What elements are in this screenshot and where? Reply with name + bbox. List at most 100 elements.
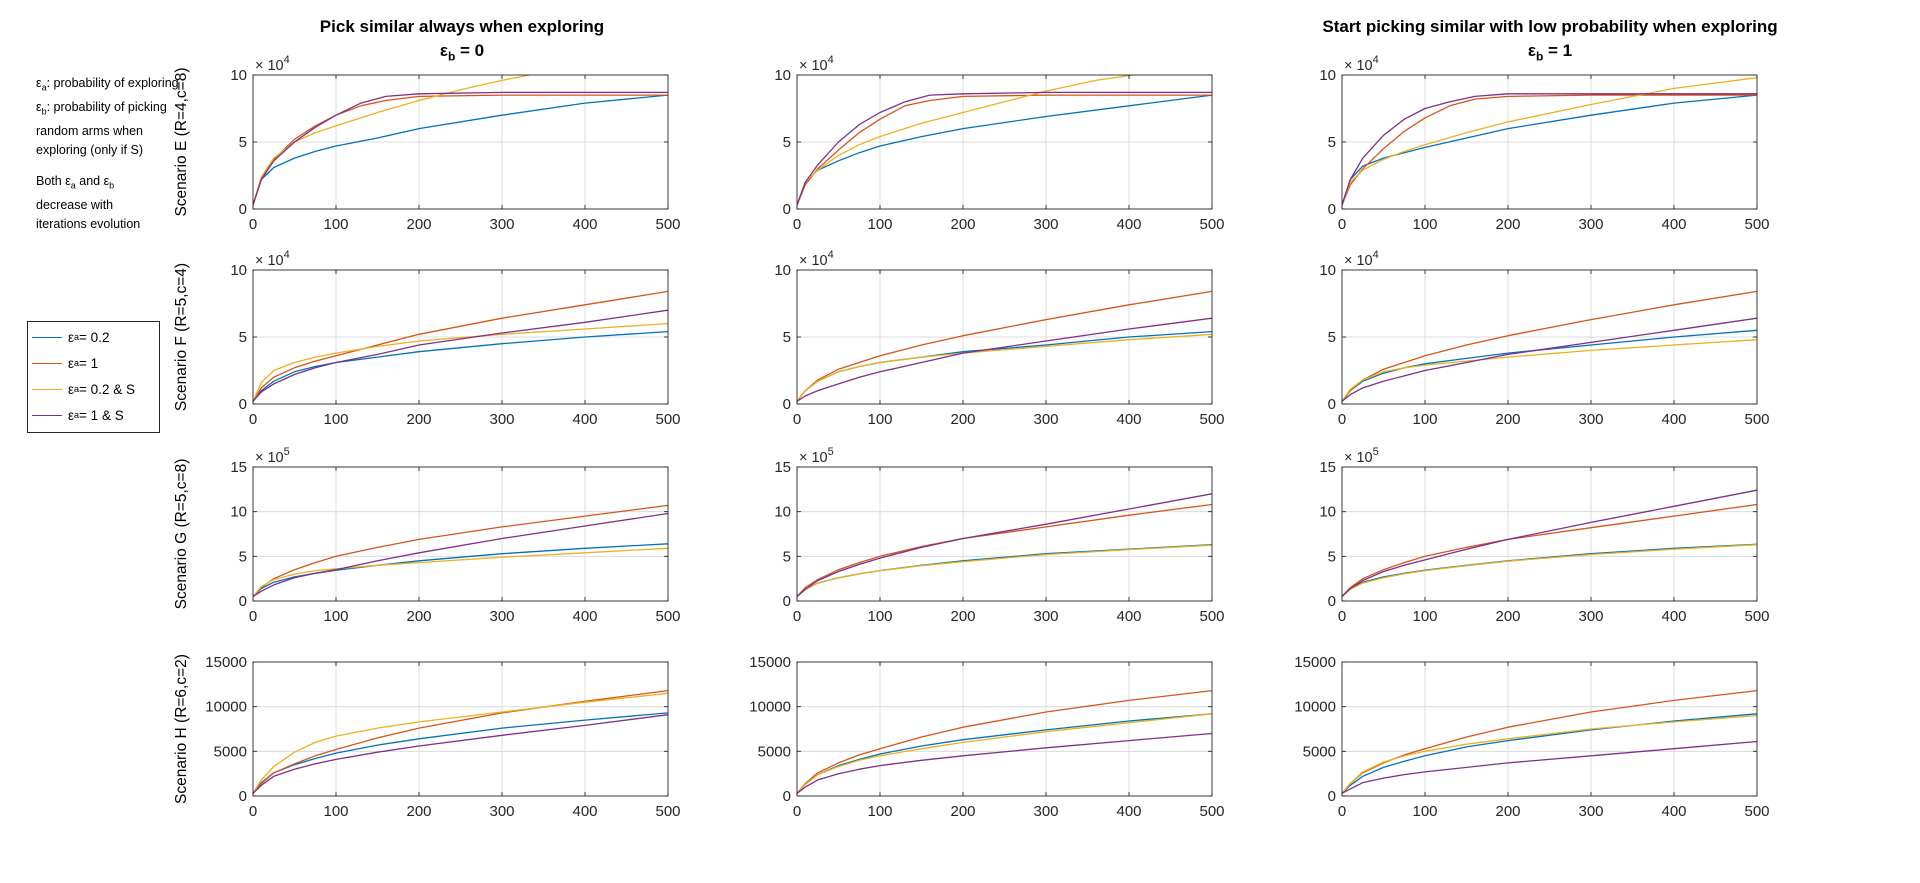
x-tick-label: 100 (323, 411, 348, 428)
x-tick-label: 100 (323, 608, 348, 625)
axes-box (796, 466, 1213, 602)
series-line (253, 309, 668, 402)
y-tick-label: 5 (1328, 134, 1336, 151)
series-group (797, 290, 1212, 402)
y-tick-label: 5 (239, 329, 247, 346)
y-tick-label: 5 (239, 548, 247, 565)
legend-subscript: a (74, 410, 80, 420)
subplot: 0 100 200 300 400 500 0 5 10 × 104 (1319, 249, 1769, 428)
y-tick-label: 5000 (1303, 743, 1336, 760)
y-exponent-power: 4 (1373, 249, 1379, 261)
y-tick-label: 10 (230, 67, 247, 84)
y-tick-label: 10 (774, 67, 791, 84)
axes-box (1341, 466, 1758, 602)
x-tick-label: 500 (1199, 411, 1224, 428)
series-line (1342, 740, 1757, 794)
note-a-symbol: ε (36, 76, 42, 90)
y-tick-label: 0 (783, 593, 791, 610)
x-tick-label: 500 (1744, 411, 1769, 428)
axes-box (252, 466, 669, 602)
series-line (1342, 93, 1757, 206)
x-tick-label: 100 (1412, 411, 1437, 428)
y-tick-label: 15000 (1294, 654, 1336, 671)
series-group (253, 689, 668, 794)
y-tick-label: 15000 (205, 654, 247, 671)
series-line (1342, 714, 1757, 794)
series-line (253, 330, 668, 402)
y-tick-label: 5000 (214, 743, 247, 760)
series-line (1342, 503, 1757, 597)
x-tick-label: 200 (950, 803, 975, 820)
subplot: 0 100 200 300 400 500 0 5 10 × 104 (230, 249, 680, 428)
y-tick-label: 10000 (205, 699, 247, 716)
x-tick-label: 100 (867, 216, 892, 233)
legend-symbol: ε (68, 355, 75, 371)
y-tick-label: 0 (239, 593, 247, 610)
y-axis-label: Scenario F (R=5,c=4) (173, 263, 190, 411)
x-tick-label: 100 (1412, 608, 1437, 625)
note-b-subscript: b (41, 106, 47, 117)
column-3-subtitle-subscript: b (1535, 49, 1544, 64)
series-line (797, 544, 1212, 597)
x-tick-label: 200 (1495, 216, 1520, 233)
series-line (253, 512, 668, 598)
series-line (1342, 543, 1757, 597)
y-tick-label: 0 (1328, 788, 1336, 805)
series-group (1342, 290, 1757, 402)
axes-box (252, 661, 669, 797)
x-tick-label: 400 (572, 608, 597, 625)
x-tick-label: 500 (1744, 216, 1769, 233)
legend-subscript: a (74, 358, 80, 368)
subplot: 0 100 200 300 400 500 0 5 10 × 104 (774, 54, 1224, 233)
x-tick-label: 200 (406, 803, 431, 820)
series-line (797, 75, 1134, 206)
x-tick-label: 200 (1495, 608, 1520, 625)
column-1-title: Pick similar always when exploring (319, 17, 605, 36)
legend-symbol: ε (68, 329, 75, 345)
y-tick-label: 0 (239, 201, 247, 218)
note-b-text-2: random arms when (36, 123, 143, 138)
series-line (253, 75, 530, 206)
x-tick-label: 400 (1116, 216, 1141, 233)
x-tick-label: 500 (1744, 608, 1769, 625)
y-exponent-label: × 104 (255, 54, 290, 74)
x-tick-label: 400 (1661, 216, 1686, 233)
note-both-b-subscript: b (109, 180, 115, 191)
x-tick-label: 300 (489, 608, 514, 625)
x-tick-label: 100 (1412, 803, 1437, 820)
x-tick-label: 0 (249, 608, 257, 625)
series-line (797, 333, 1212, 402)
y-exponent-label: × 104 (1344, 249, 1379, 269)
legend-subscript: a (74, 384, 80, 394)
axes-box (796, 661, 1213, 797)
subplot: 0 100 200 300 400 500 0 5 10 × 104 (774, 249, 1224, 428)
legend-swatch (32, 362, 62, 364)
series-line (253, 547, 668, 597)
y-tick-label: 0 (1328, 396, 1336, 413)
y-exponent-label: × 104 (799, 249, 834, 269)
series-line (1342, 489, 1757, 597)
y-tick-label: 5 (783, 134, 791, 151)
series-line (253, 94, 668, 206)
series-line (253, 322, 668, 402)
y-tick-label: 0 (783, 396, 791, 413)
x-tick-label: 300 (489, 411, 514, 428)
x-tick-label: 200 (406, 411, 431, 428)
note-both-prefix: Both (36, 174, 66, 188)
series-group (797, 75, 1212, 206)
x-tick-label: 500 (1199, 608, 1224, 625)
x-tick-label: 400 (1116, 803, 1141, 820)
series-line (253, 91, 668, 206)
x-tick-label: 0 (793, 216, 801, 233)
series-line (253, 712, 668, 794)
y-tick-label: 0 (783, 201, 791, 218)
legend-label: = 0.2 (79, 329, 110, 345)
x-tick-label: 500 (1199, 216, 1224, 233)
x-tick-label: 300 (1578, 411, 1603, 428)
x-tick-label: 500 (655, 216, 680, 233)
y-exponent-power: 4 (284, 249, 290, 261)
note-epsilon-b: εb: probability of picking random arms w… (36, 98, 196, 160)
x-tick-label: 100 (867, 608, 892, 625)
y-exponent-power: 4 (284, 54, 290, 66)
